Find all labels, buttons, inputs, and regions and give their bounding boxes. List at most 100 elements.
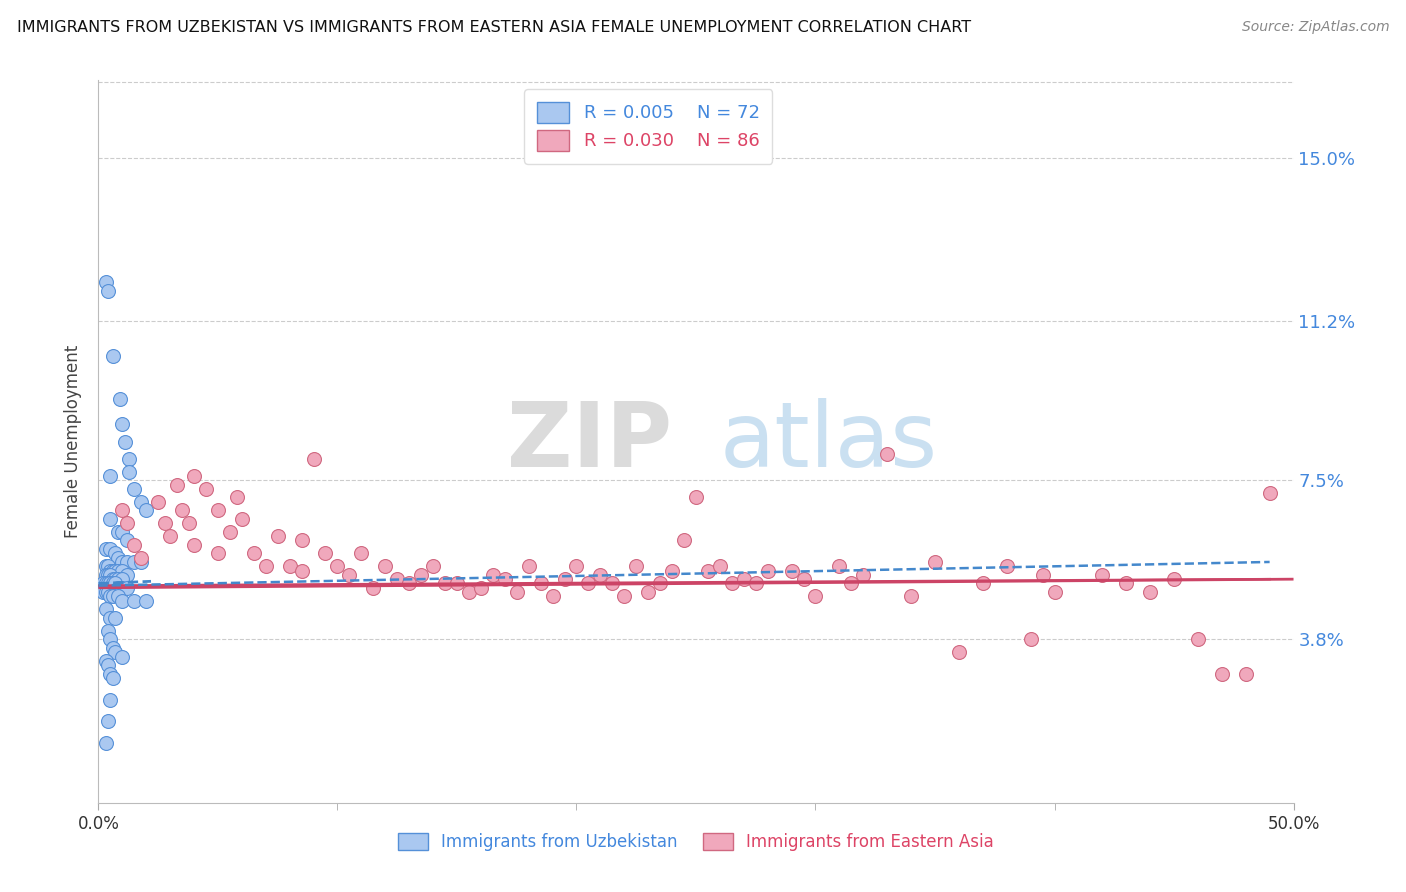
Point (506, 585, 529, 599)
Point (124, 482, 146, 496)
Point (159, 529, 181, 543)
Point (1043, 585, 1066, 599)
Point (104, 645, 127, 659)
Point (613, 590, 636, 604)
Point (98, 611, 122, 625)
Point (124, 555, 146, 569)
Point (98, 590, 122, 604)
Point (183, 469, 205, 483)
Point (155, 516, 177, 531)
Point (685, 491, 707, 505)
Point (104, 572, 127, 586)
Point (94, 654, 117, 668)
Point (267, 529, 290, 543)
Point (398, 576, 420, 591)
Point (135, 503, 157, 517)
Point (114, 434, 136, 449)
Point (697, 564, 720, 578)
Point (107, 550, 129, 565)
Point (98, 576, 122, 591)
Point (780, 564, 803, 578)
Point (291, 564, 314, 578)
Point (97, 585, 120, 599)
Point (111, 524, 134, 539)
Point (385, 572, 409, 586)
Point (115, 516, 138, 531)
Point (602, 576, 624, 591)
Point (101, 671, 124, 685)
Point (900, 590, 922, 604)
Point (97, 658, 120, 673)
Point (104, 611, 127, 625)
Point (972, 576, 994, 591)
Point (135, 593, 157, 607)
Point (1211, 666, 1233, 681)
Text: Source: ZipAtlas.com: Source: ZipAtlas.com (1241, 20, 1389, 34)
Point (108, 392, 131, 406)
Point (94, 276, 117, 290)
Point (302, 451, 325, 466)
Point (148, 494, 170, 508)
Point (841, 576, 863, 591)
Point (111, 593, 134, 607)
Point (98, 542, 122, 557)
Point (517, 559, 540, 574)
Point (470, 581, 492, 595)
Point (183, 538, 205, 552)
Point (648, 576, 672, 591)
Point (458, 585, 481, 599)
Point (101, 640, 124, 655)
Point (98, 469, 122, 483)
Point (98, 564, 122, 578)
Point (219, 524, 242, 539)
Point (1032, 567, 1054, 582)
Point (131, 494, 153, 508)
Point (131, 555, 153, 569)
Point (554, 572, 576, 586)
Point (101, 572, 124, 586)
Point (124, 593, 146, 607)
Point (111, 417, 134, 432)
Point (97, 559, 120, 574)
Point (195, 482, 218, 496)
Point (207, 503, 229, 517)
Point (115, 533, 138, 548)
Point (94, 576, 117, 591)
Point (793, 572, 815, 586)
Point (166, 477, 188, 491)
Point (107, 572, 129, 586)
Point (1163, 572, 1185, 586)
Point (111, 564, 134, 578)
Point (804, 590, 827, 604)
Point (231, 512, 253, 526)
Point (291, 533, 314, 548)
Point (541, 590, 564, 604)
Point (98, 567, 122, 582)
Point (104, 576, 127, 591)
Point (107, 524, 129, 539)
Point (104, 546, 127, 560)
Point (1258, 486, 1281, 500)
Point (98, 692, 122, 706)
Point (494, 572, 516, 586)
Point (1234, 666, 1257, 681)
Point (374, 559, 396, 574)
Point (637, 585, 659, 599)
Point (673, 533, 696, 548)
Point (115, 567, 138, 582)
Point (91, 576, 114, 591)
Point (350, 546, 373, 560)
Point (111, 649, 134, 664)
Point (1187, 632, 1209, 647)
Point (278, 559, 301, 574)
Point (111, 581, 134, 595)
Point (745, 576, 768, 591)
Point (124, 538, 146, 552)
Point (481, 567, 505, 582)
Point (434, 576, 457, 591)
Point (243, 546, 266, 560)
Point (995, 559, 1018, 574)
Point (101, 576, 124, 591)
Point (411, 567, 433, 582)
Point (876, 447, 898, 461)
